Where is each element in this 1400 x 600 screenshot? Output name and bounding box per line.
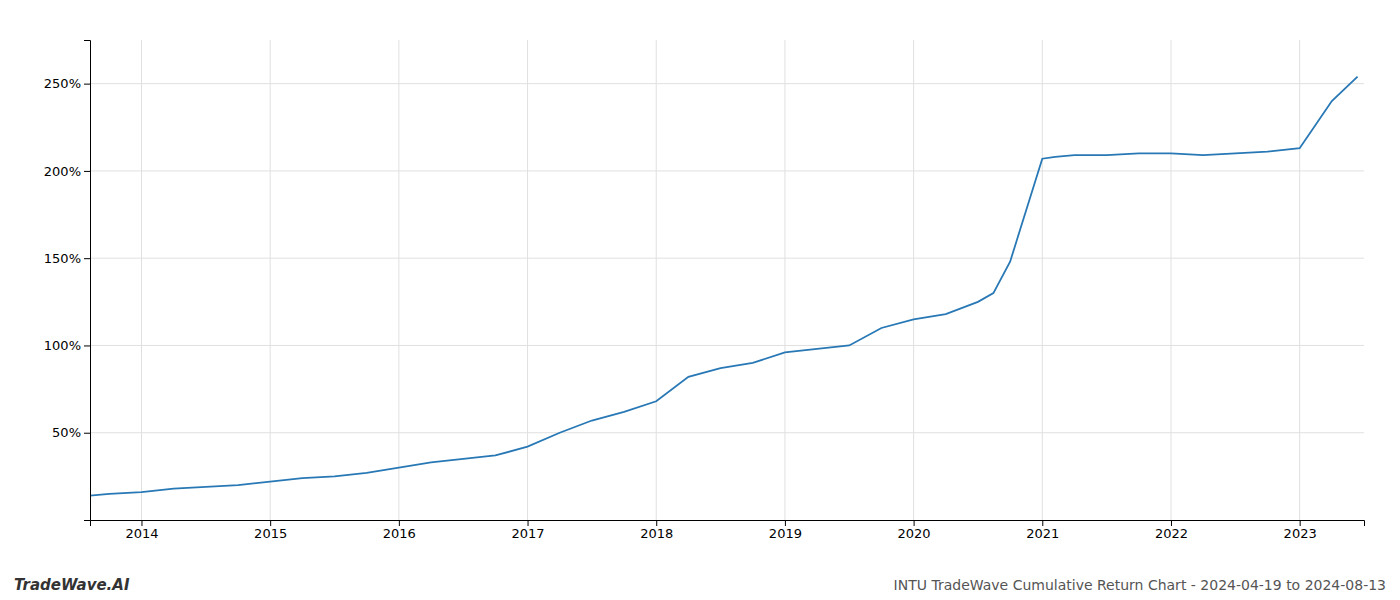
x-tick: 2016: [383, 520, 416, 541]
grid-line-y: [90, 345, 1364, 346]
y-tick-label: 100%: [44, 338, 81, 353]
x-tick: 2022: [1155, 520, 1188, 541]
x-tick-label: 2019: [769, 526, 802, 541]
y-tick-mark: [84, 433, 90, 434]
y-tick-mark: [84, 258, 90, 259]
y-tick: 250%: [44, 76, 90, 91]
grid: [90, 40, 1364, 520]
y-axis-line: [84, 41, 91, 521]
x-tick-mark: [399, 520, 400, 526]
y-tick: 100%: [44, 338, 90, 353]
x-tick: 2021: [1026, 520, 1059, 541]
x-tick: 2018: [640, 520, 673, 541]
x-tick: 2023: [1284, 520, 1317, 541]
grid-line-y: [90, 170, 1364, 171]
x-tick-mark: [1171, 520, 1172, 526]
grid-line-x: [1042, 40, 1043, 520]
grid-line-x: [270, 40, 271, 520]
x-tick: 2015: [254, 520, 287, 541]
x-tick-label: 2016: [383, 526, 416, 541]
grid-line-x: [1299, 40, 1300, 520]
x-tick: 2014: [125, 520, 158, 541]
y-axis: 50% 100% 150% 200% 250%: [44, 41, 91, 521]
grid-line-x: [1170, 40, 1171, 520]
grid-line-x: [784, 40, 785, 520]
line: [90, 77, 1358, 496]
plot-area: 2014 2015 2016 2017 2018 2019 2020 2021 2022 2023…: [44, 40, 1365, 541]
grid-line-x: [656, 40, 657, 520]
y-tick: 200%: [44, 164, 90, 179]
x-axis-line: [91, 521, 1365, 527]
y-tick: 150%: [44, 251, 90, 266]
x-tick-mark: [1042, 520, 1043, 526]
x-tick-label: 2020: [898, 526, 931, 541]
y-tick: 50%: [52, 425, 90, 440]
x-tick: 2017: [511, 520, 544, 541]
marks: [90, 77, 1358, 496]
y-tick-label: 200%: [44, 164, 81, 179]
grid-line-x: [527, 40, 528, 520]
x-tick-label: 2015: [254, 526, 287, 541]
grid-line-y: [90, 258, 1364, 259]
x-tick-mark: [914, 520, 915, 526]
x-tick-mark: [785, 520, 786, 526]
grid-line-x: [398, 40, 399, 520]
x-tick-label: 2023: [1284, 526, 1317, 541]
watermark: TradeWave.AI: [14, 576, 130, 594]
y-tick-label: 150%: [44, 251, 81, 266]
y-tick-mark: [84, 345, 90, 346]
grid-line-y: [90, 83, 1364, 84]
x-tick-mark: [1300, 520, 1301, 526]
chart-container: 2014 2015 2016 2017 2018 2019 2020 2021 2022 2023…: [0, 0, 1400, 600]
x-tick-mark: [656, 520, 657, 526]
x-axis: 2014 2015 2016 2017 2018 2019 2020 2021 2022 2023: [91, 520, 1365, 541]
x-tick: 2019: [769, 520, 802, 541]
y-tick-label: 50%: [52, 425, 81, 440]
y-tick-mark: [84, 171, 90, 172]
x-tick-label: 2014: [125, 526, 158, 541]
y-tick-label: 250%: [44, 76, 81, 91]
x-tick-label: 2018: [640, 526, 673, 541]
x-tick-mark: [528, 520, 529, 526]
x-tick-mark: [141, 520, 142, 526]
title: INTU TradeWave Cumulative Return Chart -…: [894, 577, 1386, 593]
chart-svg: 2014 2015 2016 2017 2018 2019 2020 2021 2022 2023…: [0, 0, 1400, 600]
x-tick-label: 2021: [1026, 526, 1059, 541]
grid-line-y: [90, 432, 1364, 433]
grid-line-x: [141, 40, 142, 520]
x-tick: 2020: [898, 520, 931, 541]
grid-line-x: [913, 40, 914, 520]
x-tick-mark: [270, 520, 271, 526]
x-tick-label: 2017: [511, 526, 544, 541]
x-tick-label: 2022: [1155, 526, 1188, 541]
y-tick-mark: [84, 84, 90, 85]
